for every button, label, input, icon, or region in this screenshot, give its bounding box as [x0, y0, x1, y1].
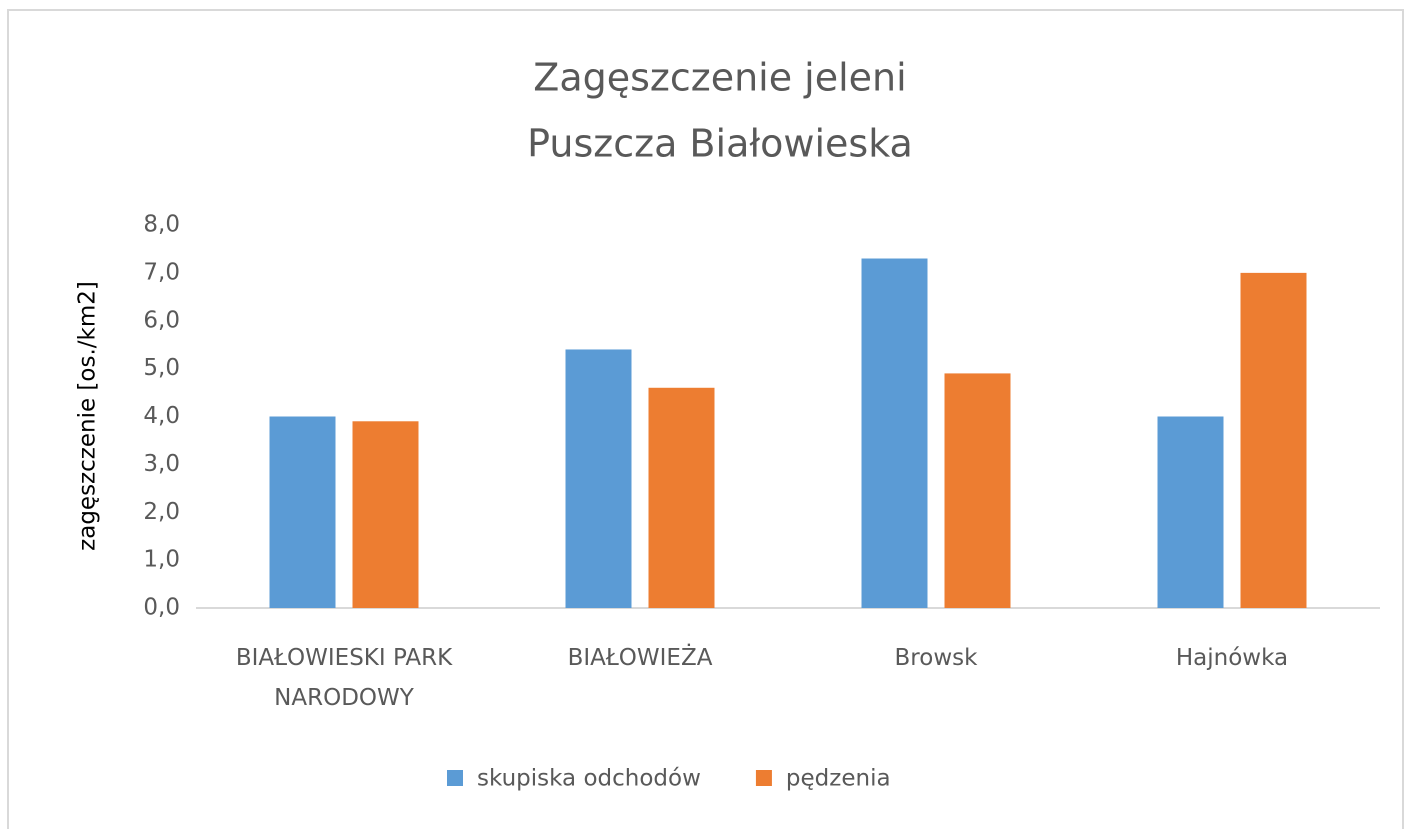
y-tick-label: 2,0 [143, 499, 180, 525]
legend-label: skupiska odchodów [477, 766, 701, 792]
legend-swatch [447, 770, 463, 786]
x-tick-label: BIAŁOWIEŻA [567, 645, 713, 671]
bar [1240, 272, 1307, 608]
legend-swatch [755, 770, 772, 786]
y-tick-label: 1,0 [143, 547, 180, 573]
y-tick-label: 4,0 [143, 403, 180, 429]
bar [565, 349, 632, 608]
chart-subtitle: Puszcza Białowieska [527, 122, 913, 166]
y-tick-label: 3,0 [143, 451, 180, 477]
x-tick-label: BIAŁOWIESKI PARK NARODOWY [235, 645, 453, 711]
bar [861, 258, 928, 608]
y-tick-label: 6,0 [143, 307, 180, 333]
y-axis-label: zagęszczenie [os./km2] [75, 281, 101, 551]
y-tick-label: 7,0 [143, 259, 180, 285]
legend-label: pędzenia [786, 766, 891, 792]
bar [269, 416, 336, 608]
y-tick-label: 5,0 [143, 355, 180, 381]
y-tick-label: 8,0 [143, 212, 180, 238]
bar [352, 421, 419, 608]
x-tick-label: Browsk [894, 645, 978, 671]
bar [1157, 416, 1224, 608]
bar [648, 387, 715, 608]
chart-title: Zagęszczenie jeleni [533, 56, 906, 100]
y-tick-label: 0,0 [143, 595, 180, 621]
bar [944, 373, 1011, 608]
x-tick-label: Hajnówka [1175, 645, 1289, 671]
